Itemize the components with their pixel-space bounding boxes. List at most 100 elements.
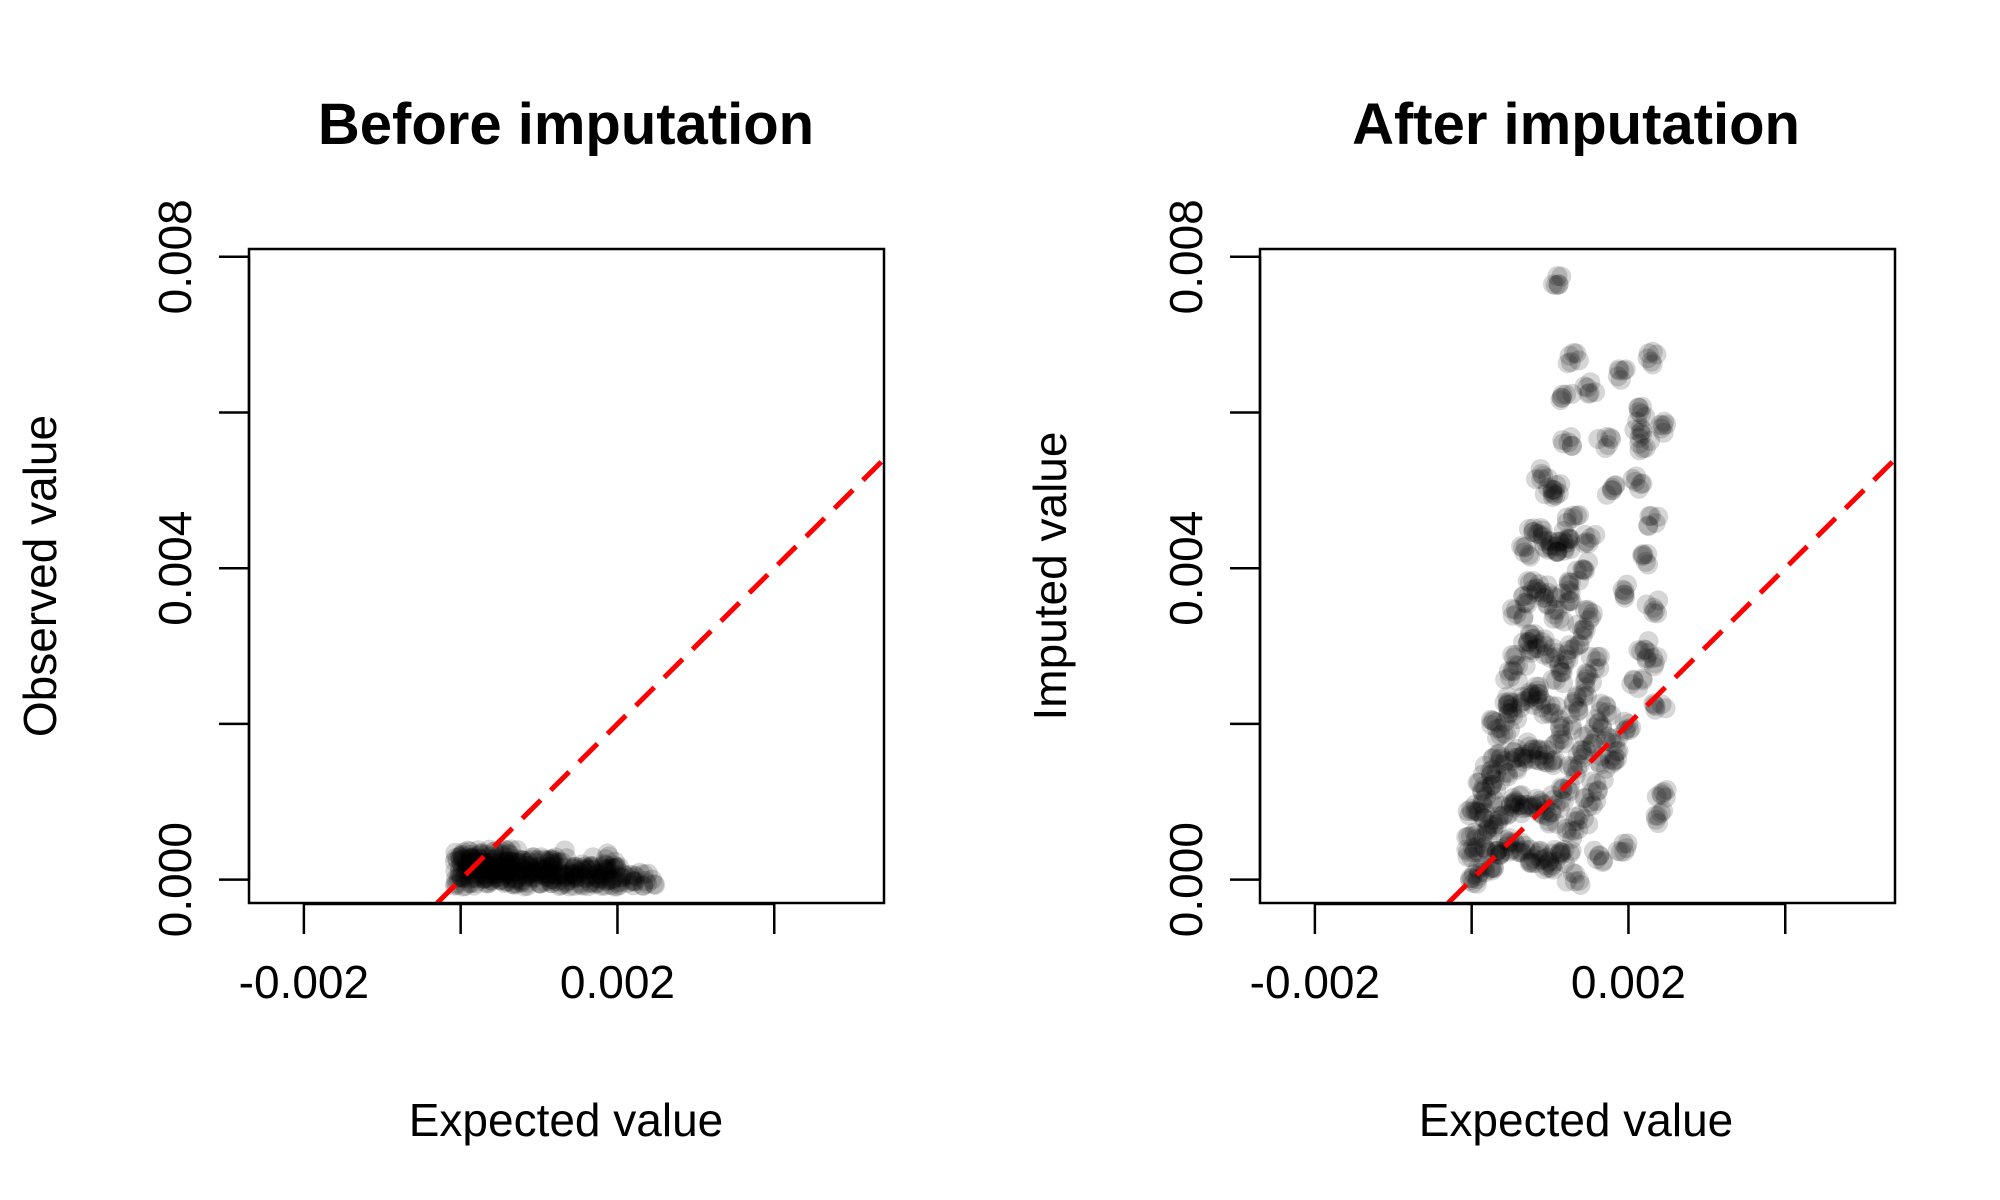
data-point [1490,725,1511,746]
data-point [637,863,658,884]
data-point [594,862,615,883]
data-point [542,850,563,871]
data-point [1457,846,1478,867]
data-point [554,840,575,861]
data-point [1557,353,1578,374]
data-point [1637,348,1658,369]
data-point [1645,513,1666,534]
data-point [1638,515,1659,536]
data-point [1524,628,1545,649]
data-point [464,851,485,872]
data-point [1629,427,1650,448]
data-point [1541,857,1562,878]
data-point [550,870,571,891]
data-point [1542,586,1563,607]
data-point [1483,814,1504,835]
data-point [1560,572,1581,593]
data-point [1473,837,1494,858]
data-point [498,847,519,868]
data-point [1644,653,1665,674]
data-point [1473,807,1494,828]
data-point [456,859,477,880]
data-point [530,873,551,894]
data-point [491,866,512,887]
data-point [1534,859,1555,880]
data-point [1519,687,1540,708]
data-point [1552,384,1573,405]
data-point [1519,797,1540,818]
data-point [1573,559,1594,580]
x-tick-label: -0.002 [1250,956,1380,1008]
x-axis: -0.002 0.002 [1250,902,1787,1008]
data-point [1541,536,1562,557]
data-point [1556,649,1577,670]
data-point [1566,505,1587,526]
data-point [1645,805,1666,826]
data-point [558,864,579,885]
data-point [1501,598,1522,619]
data-point [1484,816,1505,837]
data-point [574,856,595,877]
data-point [1465,800,1486,821]
data-point [1567,744,1588,765]
data-point [1467,772,1488,793]
data-point [642,869,663,890]
data-point [1566,687,1587,708]
data-point [1472,764,1493,785]
data-point [1556,871,1577,892]
data-point [566,866,587,887]
data-point [1643,648,1664,669]
data-point [603,869,624,890]
data-point [451,853,472,874]
y-tick-label: 0.000 [1160,822,1212,937]
y-axis-label: Observed value [14,415,66,737]
data-point [1568,819,1589,840]
data-point [1578,601,1599,622]
data-point [506,861,527,882]
data-point [580,855,601,876]
data-point [1587,781,1608,802]
data-point [496,872,517,893]
data-point [1609,360,1630,381]
data-point [444,851,465,872]
data-point [1542,479,1563,500]
data-point [1464,840,1485,861]
data-point [1543,638,1564,659]
data-point [567,867,588,888]
data-point [1486,727,1507,748]
data-point [1502,644,1523,665]
data-point [461,863,482,884]
data-point [1503,794,1524,815]
data-point [1565,636,1586,657]
data-point [1500,793,1521,814]
data-point [478,857,499,878]
data-point [1534,484,1555,505]
data-point [530,873,551,894]
data-point [600,869,621,890]
data-point [615,865,636,886]
data-point [549,863,570,884]
data-point [565,856,586,877]
data-point [481,870,502,891]
data-point [1614,841,1635,862]
data-point [1542,843,1563,864]
data-point [451,845,472,866]
data-point [1528,523,1549,544]
data-point [527,850,548,871]
y-tick-label: 0.008 [149,199,201,314]
data-point [1549,716,1570,737]
data-point [571,857,592,878]
data-point [473,852,494,873]
data-point [507,861,528,882]
data-point [1486,762,1507,783]
data-point [1461,847,1482,868]
data-point [1628,640,1649,661]
data-point [1469,802,1490,823]
data-point [1595,437,1616,458]
data-point [1466,801,1487,822]
data-point [1632,668,1653,689]
data-point [484,864,505,885]
data-point [625,871,646,892]
data-point [523,867,544,888]
data-point [1624,419,1645,440]
